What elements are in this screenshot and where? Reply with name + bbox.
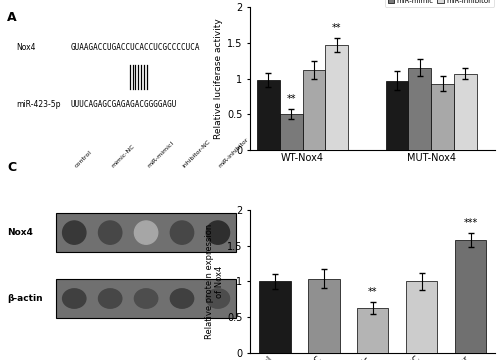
Bar [454, 240, 486, 353]
Text: A: A [8, 12, 17, 24]
Text: Nox4: Nox4 [8, 228, 33, 237]
Text: Nox4: Nox4 [16, 43, 36, 52]
Text: **: ** [368, 287, 378, 297]
Text: β-actin: β-actin [8, 294, 43, 303]
Bar [431, 84, 454, 150]
Bar [454, 73, 477, 150]
Ellipse shape [170, 289, 194, 308]
Text: **: ** [286, 94, 296, 104]
Bar [56, 279, 236, 318]
Y-axis label: Relative luciferase activity: Relative luciferase activity [214, 18, 223, 139]
Text: C: C [8, 161, 16, 174]
Text: miR-inhibitor: miR-inhibitor [218, 136, 250, 168]
Text: miR-mimicl: miR-mimicl [146, 140, 174, 168]
Ellipse shape [134, 289, 158, 308]
Ellipse shape [62, 289, 86, 308]
Legend: mimic-NC, miR-mimic, inhibitor-NC, miR-inhibitor: mimic-NC, miR-mimic, inhibitor-NC, miR-i… [385, 0, 494, 6]
Text: miR-423-5p: miR-423-5p [16, 100, 61, 109]
Bar [408, 68, 431, 150]
Text: control: control [74, 149, 94, 168]
Bar [258, 282, 290, 353]
Bar [302, 70, 326, 150]
Bar [280, 114, 302, 150]
Ellipse shape [170, 221, 194, 244]
Ellipse shape [206, 289, 230, 308]
Bar [56, 213, 236, 252]
Text: UUUCAGAGCGAGAGACGGGGAGU: UUUCAGAGCGAGAGACGGGGAGU [70, 100, 176, 109]
Text: GUAAGACCUGACCUCACCUCGCCCCUCA: GUAAGACCUGACCUCACCUCGCCCCUCA [70, 43, 200, 52]
Y-axis label: Relative protein expression
of Nox4: Relative protein expression of Nox4 [205, 224, 225, 339]
Bar [406, 282, 438, 353]
Bar [308, 279, 340, 353]
Bar [386, 81, 408, 150]
Text: **: ** [332, 23, 342, 33]
Bar [326, 45, 348, 150]
Bar [257, 80, 280, 150]
Ellipse shape [206, 221, 230, 244]
Ellipse shape [98, 221, 122, 244]
Text: ***: *** [464, 218, 477, 228]
Text: mimic-NC: mimic-NC [110, 143, 136, 168]
Ellipse shape [134, 221, 158, 244]
Ellipse shape [98, 289, 122, 308]
Ellipse shape [62, 221, 86, 244]
Bar [356, 308, 388, 353]
Text: inhibitor-NC: inhibitor-NC [182, 138, 212, 168]
